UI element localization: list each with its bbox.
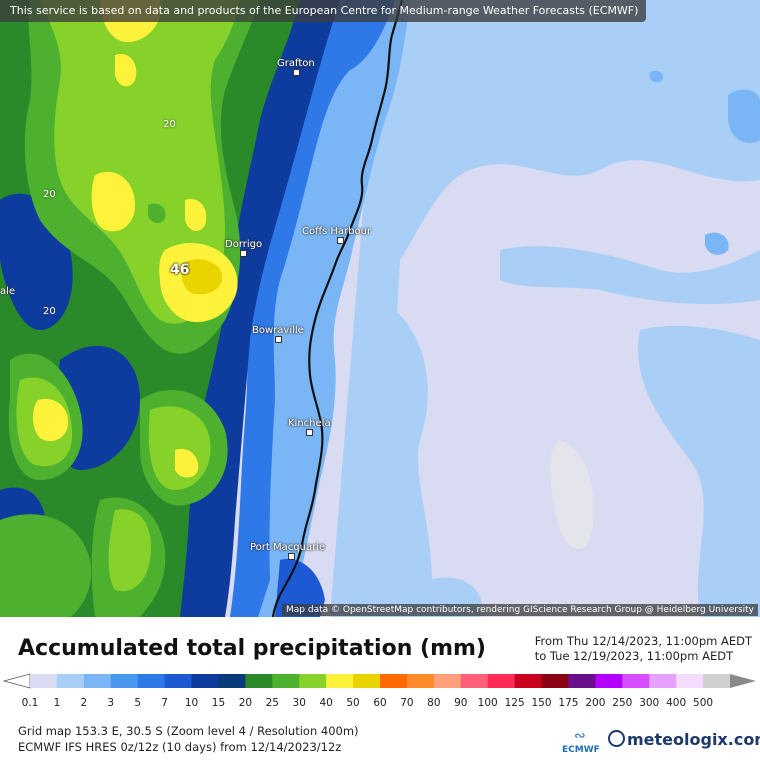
town-name: Port Macquarie (250, 542, 326, 553)
colorbar-swatch (703, 674, 731, 688)
colorbar-arrow-right (730, 674, 756, 688)
colorbar-swatch (380, 674, 408, 688)
colorbar-tick-label: 300 (639, 697, 660, 709)
colorbar-tick-label: 15 (211, 697, 226, 709)
town-label-grafton[interactable]: Grafton (277, 58, 315, 76)
colorbar-swatch (245, 674, 273, 688)
colorbar-tick-label: 500 (693, 697, 714, 709)
colorbar-tick-label: 250 (612, 697, 633, 709)
contour-label: 20 (43, 306, 56, 317)
colorbar-swatch (514, 674, 543, 688)
period-from: From Thu 12/14/2023, 11:00pm AEDT (534, 634, 752, 648)
meteologix-logo-text: meteologix.com (627, 730, 760, 749)
colorbar-swatch (326, 674, 354, 688)
colorbar-tick-label: 0.1 (21, 697, 39, 709)
colorbar-swatch (164, 674, 193, 688)
precipitation-map[interactable]: This service is based on data and produc… (0, 0, 760, 617)
town-label-dorrigo[interactable]: Dorrigo (225, 239, 263, 257)
colorbar-swatch (487, 674, 516, 688)
colorbar-tick-label: 200 (585, 697, 606, 709)
town-label-coffs-harbour[interactable]: Coffs Harbour (302, 226, 372, 244)
colorbar-tick-label: 5 (134, 697, 142, 709)
colorbar-tick-label: 10 (184, 697, 199, 709)
colorbar-swatch (568, 674, 596, 688)
colorbar-swatches (2, 673, 756, 689)
town-marker (275, 336, 282, 343)
colorbar-tick-label: 175 (558, 697, 579, 709)
contour-label: 20 (163, 119, 176, 130)
colorbar-tick-label: 400 (666, 697, 687, 709)
meteologix-logo[interactable]: meteologix.com (608, 730, 760, 749)
colorbar-swatch (433, 674, 462, 688)
colorbar-tick-label: 1 (53, 697, 61, 709)
period-to: to Tue 12/19/2023, 11:00pm AEDT (534, 649, 734, 663)
colorbar-swatch (137, 674, 166, 688)
colorbar-swatch (622, 674, 650, 688)
town-name: Coffs Harbour (302, 226, 372, 237)
colorbar-tick-label: 60 (373, 697, 387, 709)
town-label-bowraville[interactable]: Bowraville (252, 325, 304, 343)
town-name: Grafton (277, 58, 315, 69)
colorbar-tick-label: 70 (400, 697, 414, 709)
colorbar-swatch (110, 674, 139, 688)
town-label-port-macquarie[interactable]: Port Macquarie (250, 542, 326, 560)
ecmwf-notice: This service is based on data and produc… (0, 0, 647, 22)
meteologix-icon (608, 730, 625, 747)
colorbar-tick-label: 100 (477, 697, 498, 709)
map-attribution[interactable]: Map data © OpenStreetMap contributors, r… (282, 604, 758, 616)
colorbar-swatch (649, 674, 677, 688)
colorbar-tick-label: 150 (531, 697, 552, 709)
model-info: ECMWF IFS HRES 0z/12z (10 days) from 12/… (18, 740, 342, 754)
max-value-label: 46 (170, 262, 190, 278)
colorbar-tick-label: 20 (238, 697, 253, 709)
colorbar-swatch (218, 674, 246, 688)
colorbar-tick-label: 40 (319, 697, 333, 709)
town-marker (293, 69, 300, 76)
colorbar-swatch (272, 674, 300, 688)
colorbar-tick-label: 3 (107, 697, 115, 709)
colorbar-tick-label: 2 (80, 697, 88, 709)
colorbar-tick-label: 50 (346, 697, 360, 709)
town-marker (337, 237, 344, 244)
contour-label: 20 (43, 189, 56, 200)
colorbar-swatch (353, 674, 381, 688)
colorbar-tick-label: 80 (427, 697, 441, 709)
ecmwf-logo-text: ECMWF (562, 745, 600, 755)
town-name: Bowraville (252, 325, 304, 336)
grid-info: Grid map 153.3 E, 30.5 S (Zoom level 4 /… (18, 724, 359, 738)
town-label-kinchela[interactable]: Kinchela (288, 418, 331, 436)
ecmwf-logo-glyph: ∾ (574, 728, 586, 744)
colorbar-swatch (83, 674, 112, 688)
town-marker (288, 553, 295, 560)
colorbar-swatch (460, 674, 489, 688)
colorbar (0, 670, 760, 692)
forecast-period: From Thu 12/14/2023, 11:00pm AEDT to Tue… (535, 634, 752, 664)
colorbar-tick-label: 90 (454, 697, 468, 709)
colorbar-swatch (30, 674, 58, 688)
colorbar-arrow-left (2, 673, 31, 689)
colorbar-swatch (541, 674, 569, 688)
precipitation-field (0, 0, 760, 617)
colorbar-swatch (191, 674, 219, 688)
town-name: Kinchela (288, 418, 331, 429)
edge-town-label: ale (0, 286, 16, 297)
colorbar-tick-label: 30 (292, 697, 306, 709)
colorbar-swatch (676, 674, 704, 688)
ecmwf-logo[interactable]: ∾ ECMWF (562, 728, 602, 756)
colorbar-swatch (406, 674, 435, 688)
colorbar-swatch (595, 674, 623, 688)
colorbar-tick-label: 25 (265, 697, 279, 709)
town-name: Dorrigo (225, 239, 263, 250)
legend-title: Accumulated total precipitation (mm) (18, 636, 486, 661)
colorbar-swatch (56, 674, 85, 688)
town-marker (240, 250, 247, 257)
colorbar-tick-label: 7 (161, 697, 168, 709)
colorbar-tick-label: 125 (504, 697, 525, 709)
town-marker (306, 429, 313, 436)
colorbar-swatch (299, 674, 327, 688)
